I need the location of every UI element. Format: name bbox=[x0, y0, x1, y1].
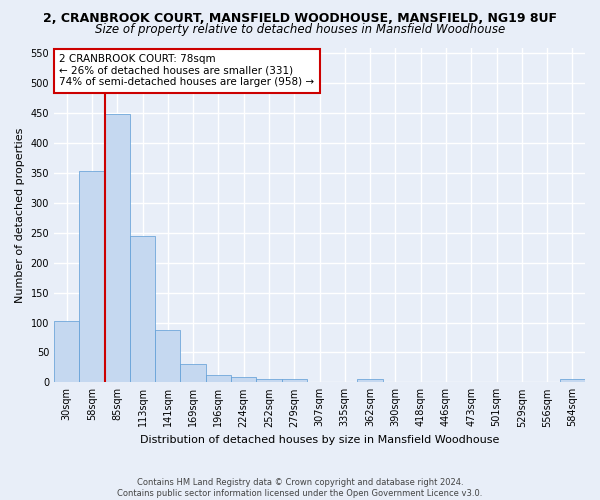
Bar bbox=[155, 330, 181, 382]
Bar bbox=[79, 172, 104, 382]
Bar bbox=[560, 380, 585, 382]
Bar bbox=[130, 236, 155, 382]
Bar bbox=[256, 380, 281, 382]
Text: 2, CRANBROOK COURT, MANSFIELD WOODHOUSE, MANSFIELD, NG19 8UF: 2, CRANBROOK COURT, MANSFIELD WOODHOUSE,… bbox=[43, 12, 557, 26]
Text: Size of property relative to detached houses in Mansfield Woodhouse: Size of property relative to detached ho… bbox=[95, 24, 505, 36]
Y-axis label: Number of detached properties: Number of detached properties bbox=[15, 127, 25, 302]
Bar bbox=[54, 320, 79, 382]
Bar bbox=[358, 378, 383, 382]
Bar bbox=[206, 374, 231, 382]
Bar bbox=[231, 377, 256, 382]
Text: Contains HM Land Registry data © Crown copyright and database right 2024.
Contai: Contains HM Land Registry data © Crown c… bbox=[118, 478, 482, 498]
Bar bbox=[181, 364, 206, 382]
X-axis label: Distribution of detached houses by size in Mansfield Woodhouse: Distribution of detached houses by size … bbox=[140, 435, 499, 445]
Text: 2 CRANBROOK COURT: 78sqm
← 26% of detached houses are smaller (331)
74% of semi-: 2 CRANBROOK COURT: 78sqm ← 26% of detach… bbox=[59, 54, 314, 88]
Bar bbox=[281, 380, 307, 382]
Bar bbox=[104, 114, 130, 382]
